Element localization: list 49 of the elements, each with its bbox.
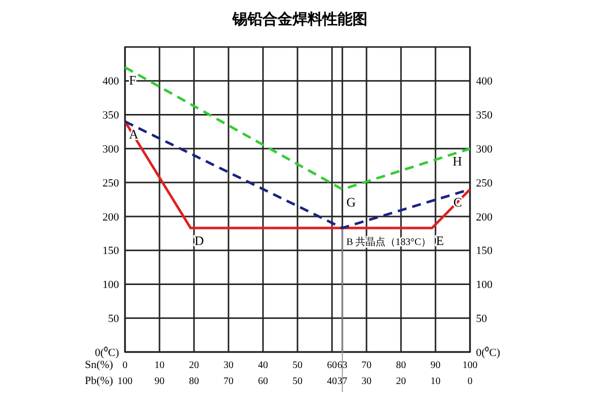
x-axis-title: Sn(%) bbox=[84, 359, 114, 371]
y2-tick-label: 250 bbox=[476, 177, 493, 190]
y-tick-label: 200 bbox=[102, 211, 120, 224]
y2-tick-label: 350 bbox=[476, 110, 493, 122]
y2-tick-label: 100 bbox=[476, 279, 493, 292]
x-tick-label: 30 bbox=[224, 360, 234, 371]
x-tick-label: 40 bbox=[258, 360, 268, 371]
y2-tick-label: 300 bbox=[476, 144, 493, 156]
annotation: D bbox=[194, 232, 204, 248]
annotation: E bbox=[436, 232, 444, 248]
x-tick-label: 70 bbox=[362, 360, 372, 371]
y-tick-label: 400 bbox=[102, 76, 120, 88]
x-tick-label: 90 bbox=[430, 360, 440, 371]
x2-tick-label: 70 bbox=[224, 376, 234, 387]
annotation: G bbox=[346, 194, 356, 210]
x2-tick-label: 37 bbox=[337, 376, 348, 387]
x2-tick-label: 0 bbox=[468, 376, 472, 387]
y2-tick-label: 150 bbox=[476, 245, 493, 258]
x-tick-label: 80 bbox=[396, 360, 406, 371]
x2-tick-label: 90 bbox=[154, 376, 164, 387]
y-tick-label: 50 bbox=[108, 312, 120, 325]
y-tick-label: 300 bbox=[102, 144, 120, 156]
x-tick-label: 0 bbox=[122, 360, 128, 371]
y2-tick-label: 400 bbox=[476, 76, 493, 88]
y-tick-label: 150 bbox=[102, 245, 120, 258]
chart-title: 锡铅合金焊料性能图 bbox=[232, 11, 368, 28]
x-tick-label: 63 bbox=[337, 360, 348, 371]
x-tick-label: 10 bbox=[154, 360, 164, 371]
y-tick-label: 250 bbox=[102, 177, 120, 190]
y-tick-label: 350 bbox=[102, 110, 120, 122]
x2-tick-label: 10 bbox=[430, 376, 440, 387]
x2-tick-label: 40 bbox=[327, 376, 337, 387]
y2-tick-label: 50 bbox=[476, 312, 488, 325]
x2-tick-label: 20 bbox=[396, 376, 406, 387]
x-tick-label: 60 bbox=[327, 360, 337, 371]
y-tick-label: 0(⁰C) bbox=[94, 346, 120, 359]
x2-tick-label: 60 bbox=[258, 376, 268, 387]
y-tick-label: 100 bbox=[102, 279, 120, 292]
x2-tick-label: 30 bbox=[362, 376, 372, 387]
x2-axis-title: Pb(%) bbox=[84, 375, 114, 387]
y2-tick-label: 0(⁰C) bbox=[476, 346, 500, 359]
x-tick-label: 20 bbox=[189, 360, 199, 371]
x2-tick-label: 50 bbox=[292, 376, 302, 387]
x-tick-label: 100 bbox=[462, 360, 478, 371]
x2-tick-label: 100 bbox=[118, 376, 132, 387]
x2-tick-label: 80 bbox=[189, 376, 199, 387]
x-tick-label: 50 bbox=[292, 360, 302, 371]
annotation: H bbox=[452, 154, 462, 169]
y2-tick-label: 200 bbox=[476, 211, 493, 224]
